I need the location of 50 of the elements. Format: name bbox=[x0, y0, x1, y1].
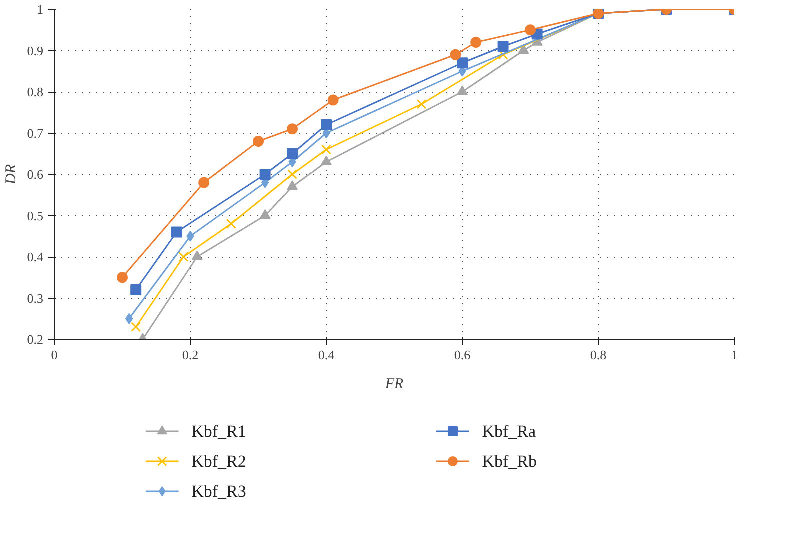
point bbox=[260, 209, 271, 220]
point bbox=[171, 226, 182, 238]
point bbox=[328, 94, 339, 106]
x-axis-title: FR bbox=[384, 376, 404, 392]
point bbox=[525, 24, 536, 36]
y-tick-label: 0.2 bbox=[27, 332, 44, 347]
legend-label: Kbf_Rb bbox=[482, 452, 537, 471]
legend-label: Kbf_R1 bbox=[192, 422, 246, 441]
point bbox=[125, 313, 134, 324]
point bbox=[178, 252, 189, 262]
point bbox=[287, 180, 298, 190]
point bbox=[457, 58, 468, 69]
point bbox=[192, 250, 203, 260]
point bbox=[253, 136, 264, 147]
point bbox=[321, 120, 332, 130]
point bbox=[322, 144, 332, 155]
y-tick-label: 0.3 bbox=[27, 290, 44, 306]
point bbox=[260, 169, 271, 180]
point bbox=[321, 156, 332, 166]
point bbox=[470, 37, 482, 48]
legend-label: Kbf_Ra bbox=[482, 422, 536, 441]
point bbox=[131, 322, 142, 332]
point bbox=[416, 99, 427, 110]
y-tick-label: 1 bbox=[37, 2, 44, 17]
y-axis-title: DR bbox=[3, 164, 20, 186]
x-tick-label: 1 bbox=[731, 348, 738, 362]
x-tick-label: 0.2 bbox=[182, 348, 199, 362]
point bbox=[198, 177, 210, 188]
point bbox=[450, 49, 462, 60]
point bbox=[457, 86, 468, 96]
x-tick-label: 0.8 bbox=[590, 348, 607, 362]
x-tick-label: 0.6 bbox=[454, 348, 472, 362]
y-tick-label: 0.6 bbox=[27, 167, 44, 182]
legend-label: Kbf_R3 bbox=[192, 482, 246, 501]
y-tick-label: 0.4 bbox=[27, 250, 44, 264]
point bbox=[287, 124, 298, 135]
point bbox=[117, 272, 128, 284]
y-tick-label: 0.7 bbox=[27, 126, 44, 141]
point bbox=[288, 170, 298, 180]
y-tick-label: 0.5 bbox=[27, 208, 44, 224]
point bbox=[130, 284, 142, 296]
point bbox=[498, 41, 509, 52]
point bbox=[287, 148, 298, 160]
y-tick-label: 0.8 bbox=[27, 84, 44, 100]
x-tick-label: 0 bbox=[51, 348, 58, 362]
point bbox=[518, 44, 530, 54]
legend-label: Kbf_R2 bbox=[192, 452, 246, 471]
x-tick-label: 0.4 bbox=[318, 348, 336, 362]
y-tick-label: 0.9 bbox=[27, 43, 44, 58]
point bbox=[226, 219, 236, 229]
